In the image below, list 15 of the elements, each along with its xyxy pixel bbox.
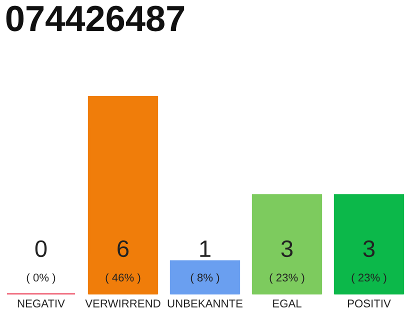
x-tick-label: UNBEKANNTE [168,300,242,308]
data-label: 1 ( 8% ) [190,240,220,284]
x-tick-label: EGAL [273,300,302,308]
data-label: 0 ( 0% ) [26,240,56,284]
x-tick-label: NEGATIV [18,300,65,308]
x-tick-label: VERWIRREND [85,300,160,308]
bar [334,194,404,294]
data-label: 3 ( 23% ) [352,240,386,284]
bar [88,96,158,294]
bar [252,194,322,294]
chart-title: 074426487 [6,6,184,32]
data-label: 6 ( 46% ) [106,240,140,284]
bar [170,260,240,294]
x-tick-label: POSITIV [348,300,391,308]
data-label: 3 ( 23% ) [270,240,304,284]
